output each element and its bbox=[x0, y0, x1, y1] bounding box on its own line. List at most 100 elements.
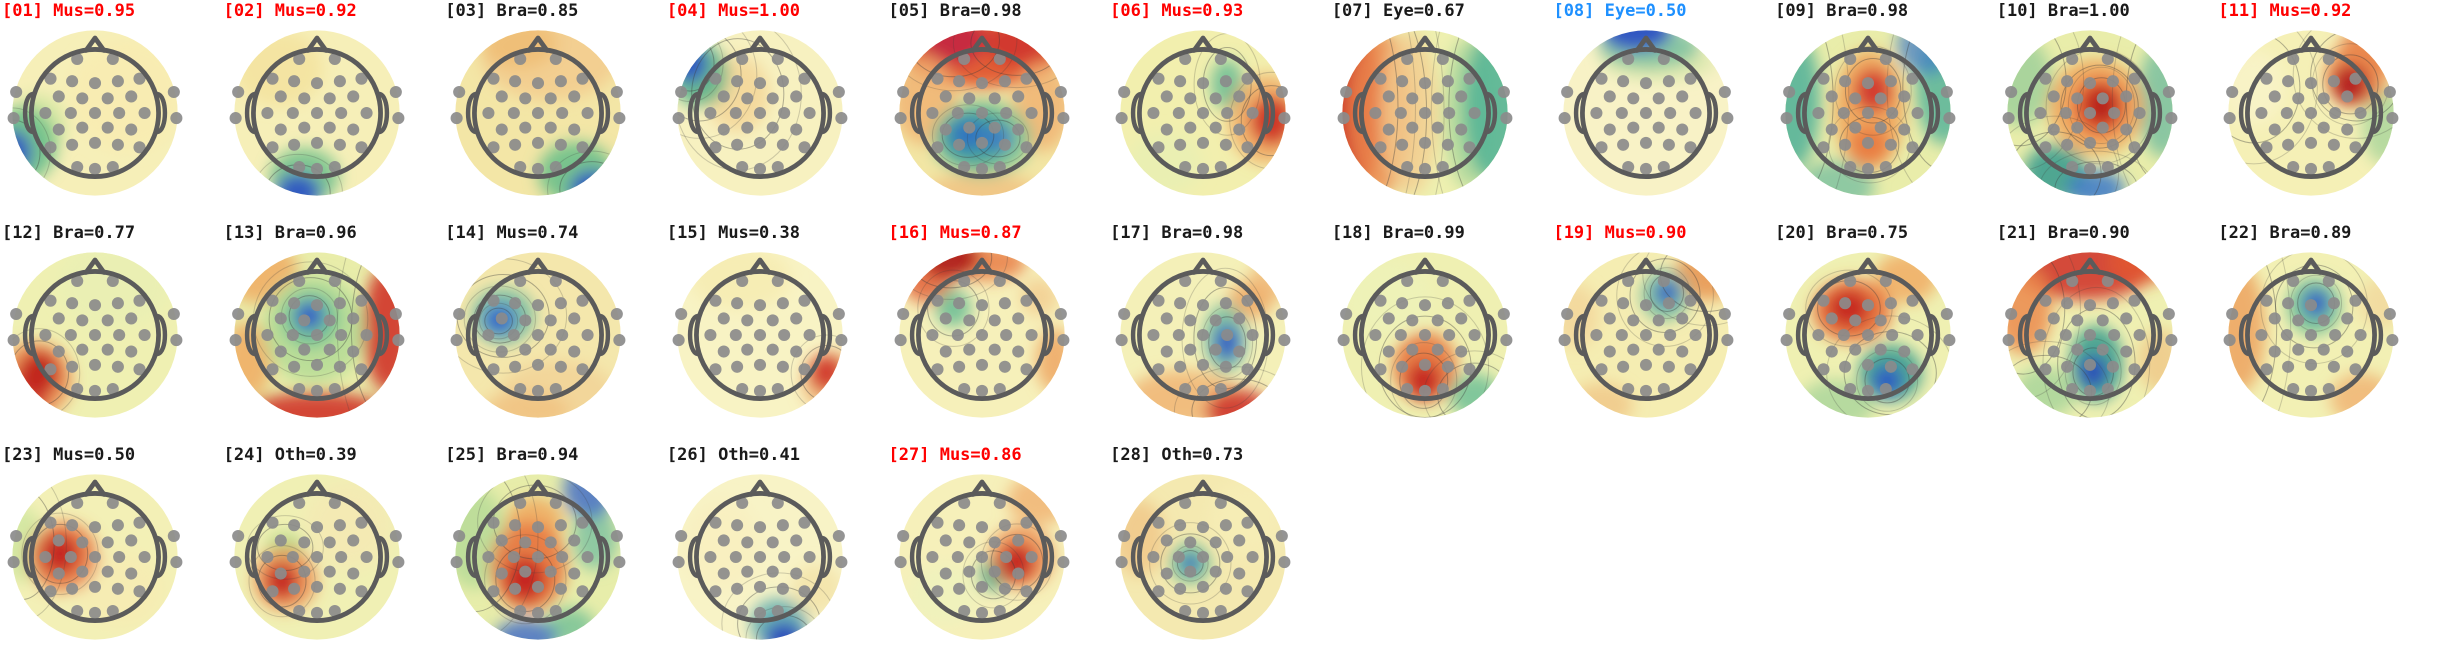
component-label: [17] Bra=0.98 bbox=[1110, 223, 1244, 243]
nose-outline bbox=[83, 479, 107, 497]
component-label: [09] Bra=0.98 bbox=[1775, 1, 1909, 21]
head-outline bbox=[2023, 269, 2156, 401]
component-label: [18] Bra=0.99 bbox=[1331, 223, 1465, 243]
right-ear-outline bbox=[2371, 313, 2384, 357]
component-label: [23] Mus=0.50 bbox=[2, 445, 136, 465]
nose-outline bbox=[748, 35, 772, 53]
nose-outline bbox=[1191, 479, 1215, 497]
component-label: [14] Mus=0.74 bbox=[445, 223, 579, 243]
component-label: [06] Mus=0.93 bbox=[1110, 1, 1244, 21]
left-ear-outline bbox=[1131, 313, 1144, 357]
nose-outline bbox=[2078, 257, 2102, 275]
topomap bbox=[2223, 252, 2399, 418]
component-cell: [06] Mus=0.93 bbox=[1108, 0, 1330, 222]
electrode-dots bbox=[1559, 52, 1734, 175]
topomap bbox=[1337, 30, 1513, 196]
head-outline bbox=[915, 47, 1048, 179]
right-ear-outline bbox=[376, 313, 389, 357]
component-cell: [10] Bra=1.00 bbox=[1995, 0, 2217, 222]
component-cell: [02] Mus=0.92 bbox=[222, 0, 444, 222]
component-cell: [16] Mus=0.87 bbox=[887, 222, 1109, 444]
topomap bbox=[450, 474, 626, 640]
component-label: [24] Oth=0.39 bbox=[223, 445, 357, 465]
component-label: [15] Mus=0.38 bbox=[666, 223, 800, 243]
component-label: [21] Bra=0.90 bbox=[1996, 223, 2130, 243]
component-cell: [25] Bra=0.94 bbox=[443, 444, 665, 666]
right-ear-outline bbox=[155, 313, 168, 357]
electrode-dots bbox=[1780, 52, 1956, 175]
component-label: [11] Mus=0.92 bbox=[2218, 1, 2352, 21]
right-ear-outline bbox=[1263, 535, 1276, 579]
component-cell: [22] Bra=0.89 bbox=[2216, 222, 2438, 444]
head-outline bbox=[250, 269, 383, 401]
electrode-dots bbox=[672, 274, 848, 397]
nose-outline bbox=[1413, 257, 1437, 275]
topomap bbox=[2223, 30, 2399, 196]
left-ear-outline bbox=[1131, 535, 1144, 579]
head-outline bbox=[250, 491, 383, 623]
head-outline bbox=[1358, 47, 1491, 179]
electrode-dots bbox=[450, 52, 626, 175]
nose-outline bbox=[305, 35, 328, 53]
component-label: [03] Bra=0.85 bbox=[445, 1, 579, 21]
component-cell: [08] Eye=0.50 bbox=[1551, 0, 1773, 222]
component-cell: [20] Bra=0.75 bbox=[1773, 222, 1995, 444]
component-cell: [14] Mus=0.74 bbox=[443, 222, 665, 444]
right-ear-outline bbox=[2371, 91, 2384, 135]
topomap bbox=[229, 30, 405, 196]
right-ear-outline bbox=[819, 313, 833, 357]
topomap bbox=[1115, 252, 1291, 418]
left-ear-outline bbox=[687, 535, 700, 579]
component-label: [28] Oth=0.73 bbox=[1110, 445, 1244, 465]
component-label: [01] Mus=0.95 bbox=[2, 1, 136, 21]
head-outline bbox=[2023, 47, 2156, 179]
head-outline bbox=[29, 47, 161, 179]
right-ear-outline bbox=[598, 91, 611, 135]
topomap bbox=[450, 30, 626, 196]
component-cell: [12] Bra=0.77 bbox=[0, 222, 222, 444]
component-cell: [11] Mus=0.92 bbox=[2216, 0, 2438, 222]
topomap bbox=[672, 252, 848, 418]
component-label: [12] Bra=0.77 bbox=[2, 223, 136, 243]
nose-outline bbox=[526, 35, 550, 53]
electrode-dots bbox=[1337, 52, 1513, 175]
left-ear-outline bbox=[466, 313, 479, 357]
left-ear-outline bbox=[22, 535, 35, 579]
topomap bbox=[2002, 30, 2178, 196]
topomap bbox=[672, 474, 848, 640]
head-outline bbox=[693, 47, 826, 179]
left-ear-outline bbox=[2239, 91, 2252, 135]
topomap bbox=[1115, 30, 1291, 196]
left-ear-outline bbox=[466, 91, 479, 135]
electrode-dots bbox=[894, 52, 1069, 175]
topomap bbox=[229, 474, 405, 640]
heatmap-blobs bbox=[2007, 36, 2173, 196]
left-ear-outline bbox=[22, 91, 35, 135]
nose-outline bbox=[1191, 257, 1215, 275]
head-outline bbox=[2245, 269, 2378, 401]
topomap bbox=[1559, 30, 1734, 196]
topomap bbox=[450, 252, 626, 418]
electrode-dots bbox=[229, 496, 405, 619]
component-cell: [15] Mus=0.38 bbox=[665, 222, 887, 444]
component-label: [20] Bra=0.75 bbox=[1775, 223, 1909, 243]
component-cell: [03] Bra=0.85 bbox=[443, 0, 665, 222]
component-cell: [04] Mus=1.00 bbox=[665, 0, 887, 222]
head-outline bbox=[693, 269, 826, 401]
electrode-dots bbox=[2223, 274, 2399, 397]
right-ear-outline bbox=[1484, 313, 1497, 357]
topomap bbox=[7, 474, 183, 640]
component-label: [10] Bra=1.00 bbox=[1996, 1, 2130, 21]
electrode-dots bbox=[450, 274, 626, 397]
component-cell: [26] Oth=0.41 bbox=[665, 444, 887, 666]
left-ear-outline bbox=[466, 535, 479, 579]
electrode-dots bbox=[672, 496, 848, 619]
head-outline bbox=[1137, 491, 1270, 623]
nose-outline bbox=[970, 257, 993, 275]
left-ear-outline bbox=[244, 91, 257, 135]
nose-outline bbox=[83, 35, 107, 53]
right-ear-outline bbox=[1706, 91, 1719, 135]
left-ear-outline bbox=[1131, 91, 1144, 135]
